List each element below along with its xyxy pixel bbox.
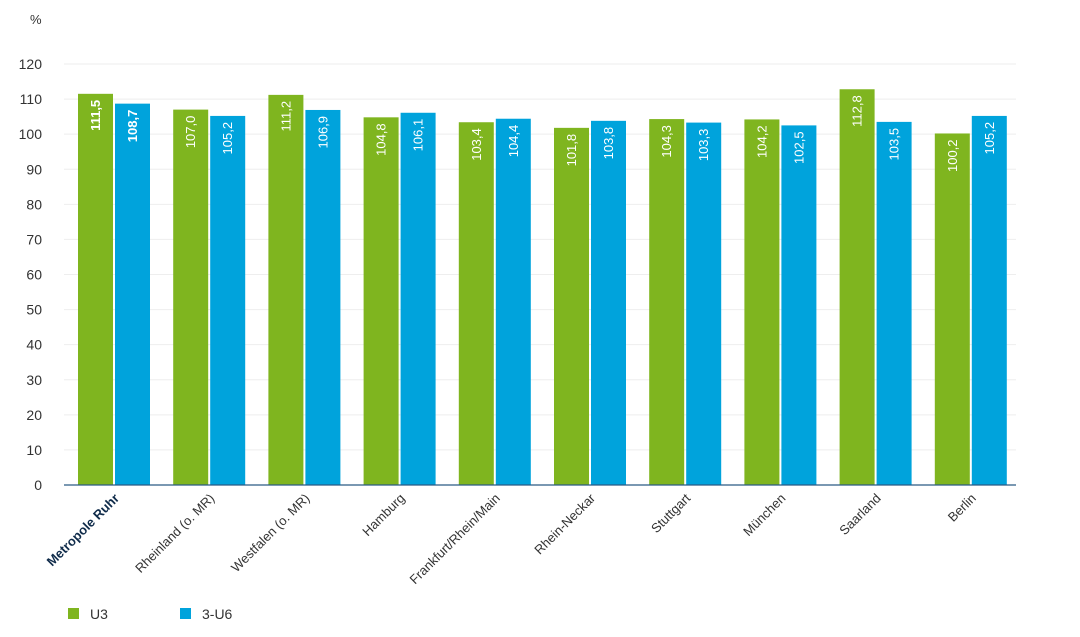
y-tick-label: 30 [26,372,42,388]
bar [78,93,113,485]
bar-value-label: 102,5 [791,131,806,164]
bar [686,122,722,485]
bar [458,122,494,485]
bar [210,115,246,485]
bar [173,109,209,485]
legend-swatch [180,608,191,619]
y-tick-label: 60 [26,267,42,283]
x-category-label: Rhein-Neckar [531,490,598,557]
bar [934,133,970,485]
bar [495,118,531,485]
bar-value-label: 111,2 [278,101,293,132]
x-category-label: Stuttgart [648,490,694,536]
bar [876,121,912,485]
bar [305,109,341,485]
bar-value-label: 103,4 [469,128,484,161]
y-tick-label: 110 [20,91,43,107]
bar [115,103,150,485]
bar-value-label: 103,8 [601,127,616,160]
y-tick-label: 70 [26,231,42,247]
y-tick-label: 0 [34,477,42,493]
bar-value-label: 104,2 [754,125,769,158]
x-category-label: Rheinland (o. MR) [132,491,217,576]
bar-value-label: 111,5 [88,100,103,131]
legend-label: U3 [90,606,108,622]
x-category-label: München [740,491,788,539]
bar [591,120,626,486]
y-tick-label: 50 [26,302,42,318]
bar [649,119,685,485]
y-tick-label: 10 [26,442,42,458]
x-category-label: Hamburg [359,491,407,539]
bar-value-labels: 111,5 108,7 107,0 105,2 111,2 106,9 104,8 106,1… [88,95,997,172]
bar-value-label: 103,5 [887,128,902,161]
y-axis-unit-label: % [30,12,42,27]
bar [971,115,1007,485]
y-tick-label: 90 [26,161,42,177]
bar [781,125,817,485]
bar-value-label: 106,9 [315,116,330,149]
x-axis-category-labels: Metropole Ruhr Rheinland (o. MR) Westfalen… [44,490,979,587]
bar-value-label: 106,1 [411,119,426,152]
bar [400,112,436,485]
x-category-label: Berlin [945,491,979,525]
bar [744,119,780,485]
legend-swatch [68,608,79,619]
x-category-label: Frankfurt/Rhein/Main [406,491,502,587]
y-tick-label: 40 [26,337,42,353]
bar [554,127,589,485]
bar-value-label: 104,8 [374,123,389,156]
bar [363,117,399,486]
bar-value-label: 112,8 [850,95,865,127]
bar-value-label: 100,2 [945,139,960,172]
y-tick-label: 20 [26,407,42,423]
x-category-label: Saarland [836,491,883,538]
bar-value-label: 107,0 [183,116,198,149]
bar-value-label: 108,7 [125,110,140,143]
bar-value-label: 104,4 [506,125,521,158]
bar [839,89,875,485]
bar-value-label: 103,3 [696,129,711,162]
y-tick-label: 80 [26,196,42,212]
y-tick-label: 120 [19,56,43,72]
bar-value-label: 105,2 [220,122,235,155]
x-category-label: Metropole Ruhr [44,491,123,570]
bar-value-label: 105,2 [982,122,997,155]
legend: U3 3-U6 [68,606,233,622]
bar-value-label: 101,8 [564,134,579,167]
y-axis-tick-labels: 0 10 20 30 40 50 60 70 80 90 100 110 120 [19,56,43,493]
legend-label: 3-U6 [202,606,233,622]
x-category-label: Westfalen (o. MR) [228,491,313,576]
y-tick-label: 100 [19,126,43,142]
bars [78,89,1007,486]
bar-value-label: 104,3 [659,125,674,158]
bar [268,94,304,485]
